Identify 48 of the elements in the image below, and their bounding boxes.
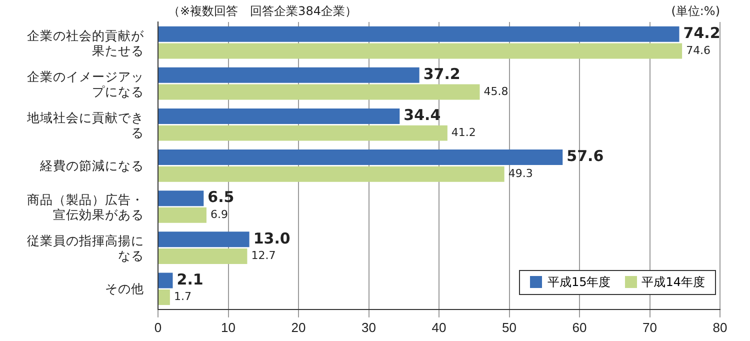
data-label: 74.2 [683, 24, 720, 42]
data-label: 6.9 [210, 208, 228, 222]
x-tick-label: 20 [291, 320, 306, 335]
data-label: 37.2 [423, 65, 460, 84]
y-tick-label: 企業の社会的貢献が果たせる [26, 28, 144, 58]
data-label: 2.1 [176, 270, 204, 288]
data-label: 74.6 [686, 44, 711, 57]
bar [158, 43, 682, 59]
y-tick-label: 従業員の指揮高揚になる [26, 232, 144, 263]
x-tick-label: 30 [362, 320, 376, 335]
bar [158, 150, 563, 166]
bar [158, 84, 480, 100]
data-label: 13.0 [253, 229, 290, 248]
y-tick-label: その他 [104, 281, 144, 296]
bar [158, 207, 206, 223]
bar [158, 190, 204, 206]
x-tick-label: 50 [502, 320, 516, 335]
data-label: 49.3 [508, 166, 533, 180]
x-tick-label: 70 [642, 320, 657, 335]
x-tick-label: 80 [712, 320, 728, 335]
data-label: 12.7 [251, 249, 276, 262]
legend-label: 平成14年度 [640, 274, 705, 291]
data-label: 6.5 [208, 188, 234, 206]
bar [158, 272, 173, 288]
text: （※複数回答 回答企業384企業） [168, 4, 357, 18]
bar [158, 232, 250, 248]
data-label: 57.6 [566, 147, 604, 166]
y-tick-label: 経費の節減になる [39, 158, 144, 174]
bar [158, 125, 448, 141]
x-tick-label: 60 [572, 320, 587, 335]
bar [158, 108, 400, 124]
bar [158, 166, 504, 182]
y-tick-label: 地域社会に貢献できる [26, 110, 144, 140]
data-label: 34.4 [404, 106, 441, 124]
bar [158, 290, 170, 306]
text: (単位:%) [671, 4, 720, 18]
bar [158, 248, 248, 264]
data-label: 45.8 [484, 84, 508, 98]
data-label: 41.2 [451, 126, 476, 139]
x-tick-label: 0 [154, 320, 162, 335]
x-tick-label: 10 [221, 320, 236, 335]
data-label: 1.7 [174, 290, 192, 304]
bar [158, 26, 680, 42]
legend-label: 平成15年度 [546, 274, 611, 291]
bar [158, 67, 420, 83]
y-tick-label: 商品（製品）広告・宣伝効果がある [26, 192, 144, 222]
x-tick-label: 40 [432, 320, 446, 335]
y-tick-label: 企業のイメージアップになる [26, 68, 144, 99]
